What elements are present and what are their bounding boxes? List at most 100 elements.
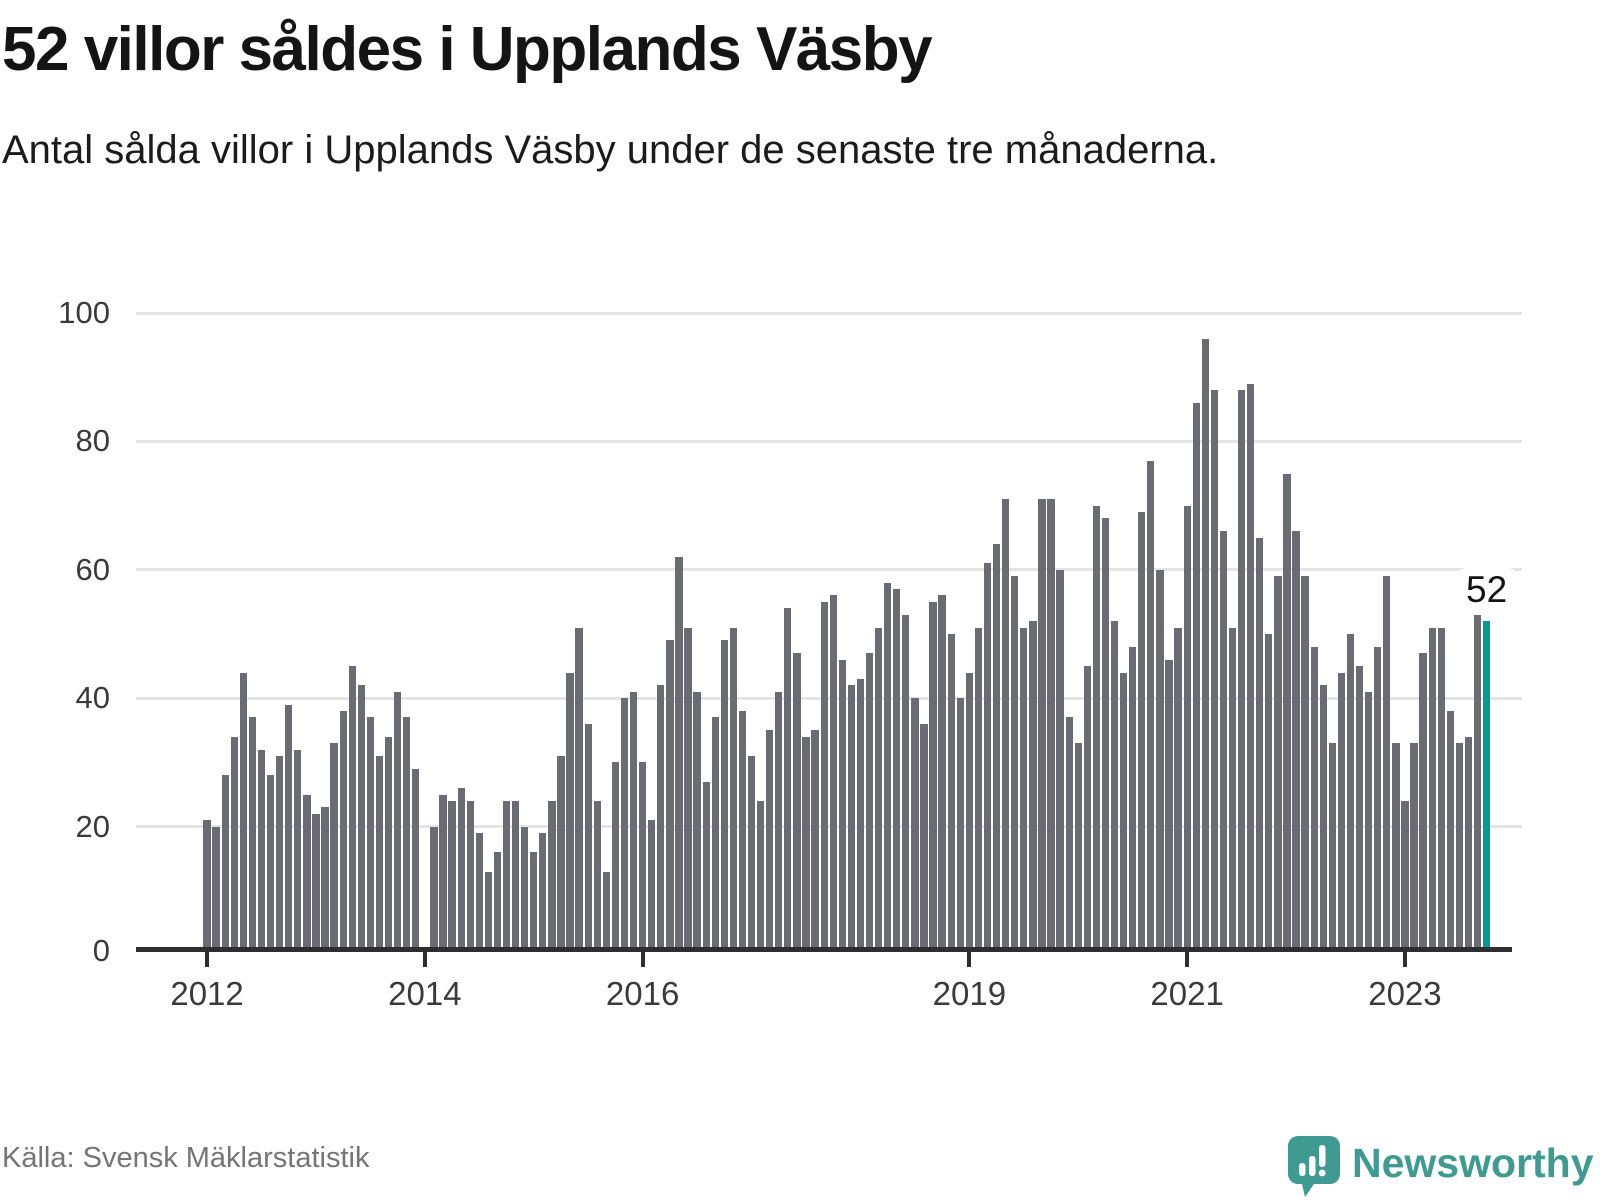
bar (629, 691, 638, 951)
x-axis-tick-label: 2019 (932, 975, 1007, 1012)
bar (203, 820, 211, 951)
bar (1029, 621, 1037, 951)
bar (820, 601, 828, 951)
bar (330, 743, 338, 951)
x-axis-tick (640, 951, 645, 967)
bar (965, 672, 973, 951)
bar (375, 755, 384, 951)
bar (221, 775, 229, 951)
brand-wordmark: Newsworthy (1352, 1140, 1594, 1186)
bar (1265, 634, 1273, 951)
bar (747, 755, 756, 951)
bar (648, 820, 656, 951)
bar (711, 717, 719, 951)
bar (384, 736, 393, 951)
bar (1310, 646, 1318, 951)
bar (393, 691, 402, 951)
bar (911, 698, 919, 951)
bar (675, 556, 683, 951)
bar (793, 653, 801, 951)
bar (1219, 531, 1228, 951)
bar (947, 634, 955, 951)
bar (938, 595, 946, 951)
bar (1101, 518, 1110, 951)
bar (1292, 531, 1300, 951)
bar (639, 762, 647, 951)
bar (1464, 736, 1473, 951)
bar (1110, 621, 1119, 951)
bar (1401, 800, 1409, 951)
bar (666, 640, 674, 951)
x-axis-tick-label: 2014 (388, 975, 462, 1012)
source-note: Källa: Svensk Mäklarstatistik (2, 1142, 370, 1174)
y-axis-tick-label: 100 (58, 295, 110, 330)
bar (693, 691, 701, 951)
bar (1228, 627, 1237, 951)
bar (811, 730, 819, 951)
bar (539, 833, 547, 951)
bar (493, 852, 502, 951)
bar (1237, 390, 1246, 951)
gridline (136, 696, 1522, 700)
bar (1383, 576, 1391, 951)
bar (430, 826, 438, 951)
bar (1020, 627, 1028, 951)
x-axis-tick (1402, 951, 1407, 967)
bar (1319, 685, 1327, 951)
bar (339, 711, 347, 951)
bar (1419, 653, 1427, 951)
bar (1301, 576, 1309, 951)
x-axis-tick (205, 951, 210, 967)
bar (1247, 383, 1255, 951)
bar (230, 736, 238, 951)
bar (1147, 460, 1155, 951)
x-axis-tick-label: 2016 (605, 975, 680, 1012)
bar (1065, 717, 1073, 951)
bar (1174, 627, 1182, 951)
bar (893, 589, 901, 951)
bar (775, 691, 783, 951)
bar (1011, 576, 1019, 951)
bar (1210, 390, 1219, 951)
bar (294, 749, 302, 951)
bar (439, 794, 447, 951)
bar (502, 800, 511, 951)
gridline (136, 568, 1522, 572)
x-axis-tick-label: 2023 (1368, 975, 1442, 1012)
bar (1446, 711, 1454, 951)
bar (1355, 666, 1364, 951)
bar (657, 685, 665, 951)
bar (1428, 627, 1436, 951)
bar (1201, 338, 1209, 951)
bar (239, 672, 247, 951)
y-axis-tick-label: 0 (92, 933, 110, 968)
bar (403, 717, 411, 951)
bar (484, 871, 493, 951)
bar (557, 755, 565, 951)
bar (865, 653, 874, 951)
bar (584, 723, 592, 951)
bar (1328, 743, 1336, 951)
gridline (136, 439, 1522, 443)
bar (475, 833, 483, 951)
bar (738, 711, 747, 951)
bar (611, 762, 620, 951)
bar (702, 781, 710, 951)
bar (929, 601, 937, 951)
y-axis-tick-label: 60 (75, 551, 110, 587)
y-axis-tick-label: 20 (75, 808, 110, 844)
bar (457, 788, 465, 951)
bar (303, 794, 311, 951)
bar (784, 608, 792, 951)
bar (593, 800, 601, 951)
bar (312, 813, 320, 951)
bar (829, 595, 837, 951)
gridline (136, 825, 1522, 829)
bar (1083, 666, 1091, 951)
bar (521, 826, 529, 951)
bar (1129, 646, 1137, 951)
y-axis-tick-label: 40 (75, 680, 110, 716)
bar (729, 627, 738, 951)
bar (1346, 634, 1355, 951)
